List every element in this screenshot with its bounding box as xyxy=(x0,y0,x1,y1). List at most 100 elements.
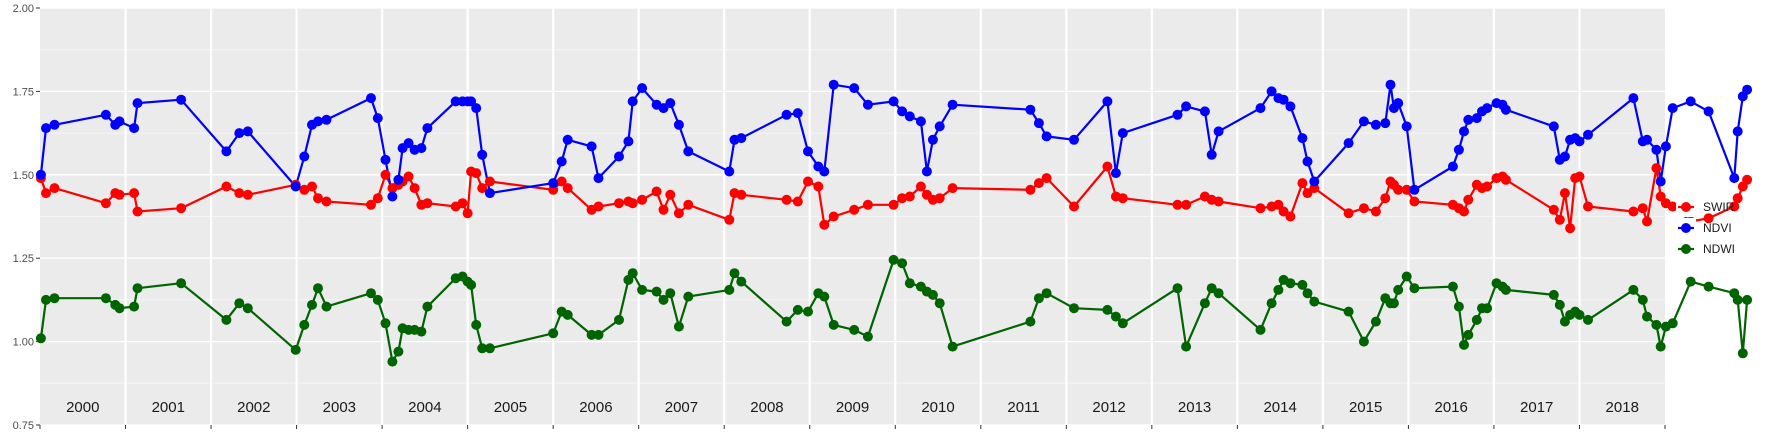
data-point-ndwi xyxy=(387,356,398,367)
data-point-ndwi xyxy=(129,301,140,312)
data-point-ndvi xyxy=(387,191,398,202)
data-point-ndvi xyxy=(416,143,427,154)
data-point-swir xyxy=(849,204,860,215)
data-point-swir xyxy=(321,196,332,207)
data-point-ndvi xyxy=(934,121,945,132)
data-point-swir xyxy=(934,193,945,204)
data-point-ndvi xyxy=(221,146,232,157)
data-point-ndwi xyxy=(1370,316,1381,327)
data-point-ndvi xyxy=(41,123,51,134)
data-point-ndwi xyxy=(234,298,245,309)
data-point-ndwi xyxy=(242,303,253,314)
data-point-swir xyxy=(176,203,187,214)
data-point-ndvi xyxy=(1297,133,1308,144)
data-point-ndvi xyxy=(1069,134,1079,145)
data-point-ndwi xyxy=(321,301,332,312)
data-point-ndwi xyxy=(1548,289,1559,300)
data-point-ndwi xyxy=(114,303,125,314)
year-label: 2013 xyxy=(1178,399,1211,416)
data-point-ndvi xyxy=(614,151,624,162)
data-point-ndwi xyxy=(819,291,830,302)
data-point-ndvi xyxy=(1742,84,1753,95)
data-point-ndvi xyxy=(1463,114,1474,125)
year-label: 2010 xyxy=(921,399,954,416)
data-point-ndvi xyxy=(484,188,495,199)
data-point-ndvi xyxy=(627,96,638,107)
year-label: 2012 xyxy=(1092,399,1125,416)
data-point-swir xyxy=(100,198,111,209)
data-point-swir xyxy=(462,208,473,219)
data-point-ndvi xyxy=(1574,136,1585,147)
year-label: 2004 xyxy=(408,399,441,416)
data-point-ndwi xyxy=(792,304,803,315)
data-point-ndwi xyxy=(372,294,383,305)
data-point-swir xyxy=(947,183,958,194)
data-point-swir xyxy=(792,196,803,207)
data-point-ndvi xyxy=(862,99,873,110)
year-label: 2005 xyxy=(494,399,527,416)
data-point-swir xyxy=(1732,193,1743,204)
data-point-ndvi xyxy=(792,108,803,119)
data-point-ndvi xyxy=(1482,103,1493,114)
data-point-ndvi xyxy=(724,166,735,177)
data-point-ndwi xyxy=(1482,303,1493,314)
data-point-ndvi xyxy=(299,151,310,162)
data-point-ndvi xyxy=(1278,94,1289,105)
data-point-ndvi xyxy=(35,169,46,180)
data-point-swir xyxy=(1172,199,1183,210)
data-point-ndvi xyxy=(1102,96,1113,107)
data-point-ndvi xyxy=(1393,98,1404,109)
data-point-ndvi xyxy=(927,134,938,145)
legend-marker-ndvi xyxy=(1681,223,1691,233)
data-point-ndvi xyxy=(1660,141,1671,152)
data-point-swir xyxy=(813,181,824,192)
data-point-ndvi xyxy=(372,113,383,124)
data-point-swir xyxy=(724,214,735,225)
data-point-ndvi xyxy=(100,109,111,120)
data-point-ndvi xyxy=(556,156,567,167)
data-point-ndwi xyxy=(904,278,915,289)
data-point-ndwi xyxy=(1213,288,1224,299)
data-point-ndwi xyxy=(1069,303,1079,314)
data-point-swir xyxy=(819,219,830,230)
data-point-ndvi xyxy=(477,149,488,160)
data-point-ndvi xyxy=(637,83,648,94)
data-point-ndwi xyxy=(1393,284,1404,295)
data-point-swir xyxy=(313,193,323,204)
y-tick-label: 0.75 xyxy=(13,420,34,432)
data-point-ndvi xyxy=(1409,184,1420,195)
data-point-ndwi xyxy=(471,319,482,330)
data-point-ndwi xyxy=(1388,298,1399,309)
data-point-swir xyxy=(683,199,694,210)
data-point-ndwi xyxy=(422,301,433,312)
y-tick-label: 1.75 xyxy=(13,86,34,98)
data-point-ndvi xyxy=(242,126,253,137)
data-point-swir xyxy=(403,171,414,182)
data-point-ndwi xyxy=(35,333,46,344)
data-point-ndwi xyxy=(290,344,301,355)
data-point-ndwi xyxy=(1302,288,1313,299)
major-gridlines xyxy=(40,7,1665,426)
data-point-swir xyxy=(1380,193,1391,204)
data-point-swir xyxy=(897,193,908,204)
data-point-ndvi xyxy=(1685,96,1696,107)
data-point-ndwi xyxy=(1199,298,1210,309)
data-point-swir xyxy=(1703,213,1714,224)
data-point-ndwi xyxy=(1255,324,1266,335)
data-point-ndvi xyxy=(1041,131,1052,142)
data-point-swir xyxy=(242,189,253,200)
data-point-swir xyxy=(1459,206,1469,217)
data-point-ndwi xyxy=(651,286,662,297)
data-point-ndvi xyxy=(1655,176,1666,187)
data-point-ndwi xyxy=(627,268,638,279)
legend-marker-ndwi xyxy=(1681,244,1691,254)
year-label: 2018 xyxy=(1606,399,1639,416)
data-point-ndwi xyxy=(100,293,111,304)
data-point-ndwi xyxy=(1685,276,1696,287)
year-gridlines xyxy=(124,8,1581,425)
data-point-ndwi xyxy=(1041,288,1052,299)
data-point-ndwi xyxy=(673,321,684,332)
data-point-swir xyxy=(129,188,140,199)
data-point-swir xyxy=(409,183,420,194)
data-point-ndvi xyxy=(313,116,323,127)
